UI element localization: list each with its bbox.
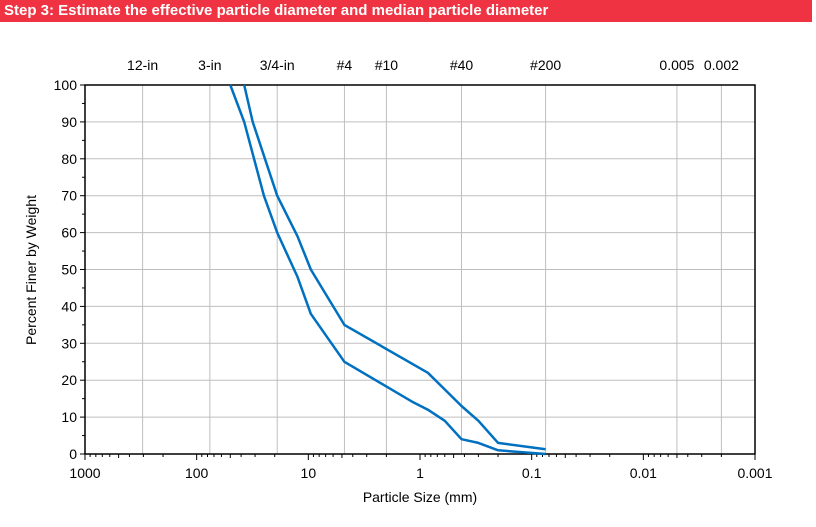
y-tick-label: 40 bbox=[61, 298, 77, 314]
sieve-label: 0.002 bbox=[704, 57, 739, 73]
step-title-bar: Step 3: Estimate the effective particle … bbox=[0, 0, 812, 22]
x-tick-label: 1 bbox=[416, 465, 424, 481]
grid bbox=[85, 84, 755, 455]
y-tick-label: 10 bbox=[61, 409, 77, 425]
y-tick-label: 60 bbox=[61, 225, 77, 241]
series bbox=[229, 84, 546, 456]
y-tick-label: 50 bbox=[61, 262, 77, 278]
sieve-label: #200 bbox=[530, 57, 561, 73]
plot-frame bbox=[84, 84, 756, 455]
sieve-label: 3/4-in bbox=[260, 57, 295, 73]
sieve-label: 0.005 bbox=[659, 57, 694, 73]
y-tick-label: 80 bbox=[61, 151, 77, 167]
labels: 0 10 20 30 40 50 60 70 80 90 100 12-in 3-in 3/4-in #4 #… bbox=[54, 57, 773, 481]
y-tick-label: 20 bbox=[61, 372, 77, 388]
sieve-label: 12-in bbox=[127, 57, 158, 73]
sieve-label: #40 bbox=[450, 57, 474, 73]
y-tick-label: 30 bbox=[61, 335, 77, 351]
x-tick-label: 100 bbox=[185, 465, 209, 481]
x-tick-label: 1000 bbox=[69, 465, 100, 481]
x-tick-label: 0.001 bbox=[737, 465, 772, 481]
sieve-label: #4 bbox=[337, 57, 353, 73]
y-tick-label: 90 bbox=[61, 114, 77, 130]
x-tick-label: 0.01 bbox=[630, 465, 657, 481]
gradation-curve-1 bbox=[229, 84, 546, 456]
y-tick-label: 0 bbox=[69, 446, 77, 462]
y-axis-label: Percent Finer by Weight bbox=[23, 195, 39, 345]
x-axis-label: Particle Size (mm) bbox=[363, 489, 477, 505]
x-tick-label: 10 bbox=[301, 465, 317, 481]
axes bbox=[80, 84, 756, 460]
y-tick-label: 100 bbox=[54, 77, 78, 93]
x-tick-label: 0.1 bbox=[522, 465, 542, 481]
sieve-label: 3-in bbox=[198, 57, 221, 73]
y-tick-label: 70 bbox=[61, 188, 77, 204]
gradation-curve-2 bbox=[242, 84, 546, 451]
sieve-label: #10 bbox=[375, 57, 399, 73]
